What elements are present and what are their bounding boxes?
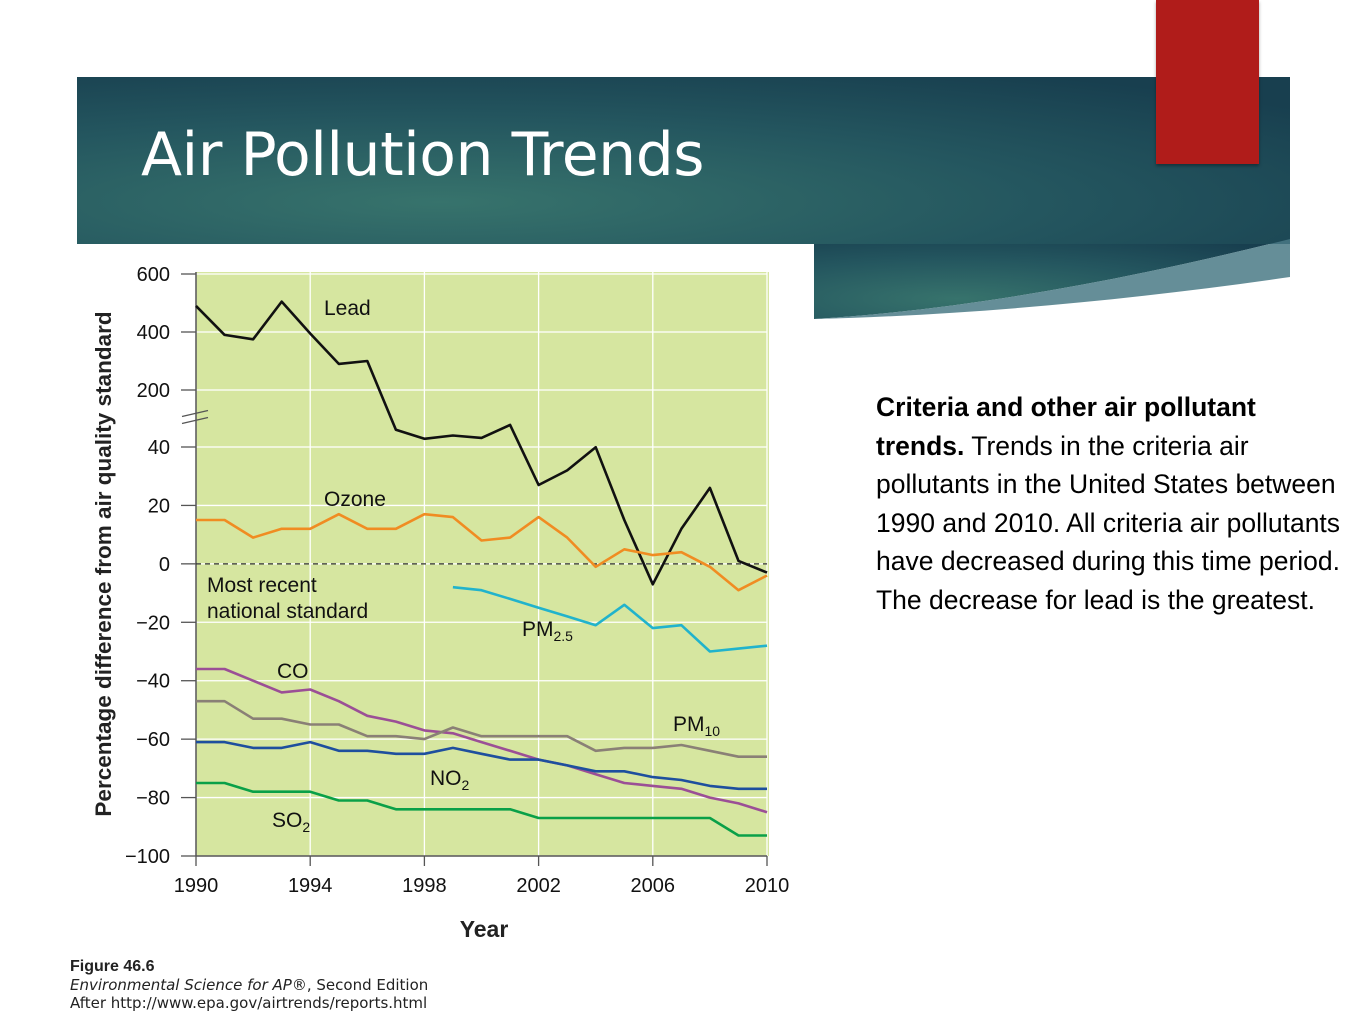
- y-tick-label: 200: [137, 380, 170, 402]
- y-tick-label: −60: [136, 729, 170, 751]
- label-so2-main: SO: [272, 809, 302, 832]
- x-tick-label: 2010: [745, 875, 790, 897]
- slide-title: Air Pollution Trends: [141, 120, 705, 190]
- y-tick-label: −80: [136, 788, 170, 810]
- label-pm25-main: PM: [522, 618, 554, 641]
- reference-label-line2: national standard: [207, 600, 368, 623]
- label-pm25: PM2.5: [522, 618, 573, 644]
- x-tick-label: 1998: [402, 875, 447, 897]
- series-line-so2: [196, 781, 767, 837]
- y-tick-label: −20: [136, 612, 170, 634]
- y-tick-label: 40: [148, 437, 170, 459]
- figure-caption: Criteria and other air pollutant trends.…: [876, 388, 1351, 619]
- source-url: After http://www.epa.gov/airtrends/repor…: [70, 994, 428, 1012]
- x-tick-label: 2002: [516, 875, 561, 897]
- header-background: [77, 77, 1290, 319]
- y-axis-label: Percentage difference from air quality s…: [91, 311, 116, 816]
- series-line-co: [196, 667, 768, 814]
- label-lead: Lead: [324, 297, 371, 320]
- figure-number: Figure 46.6: [70, 958, 155, 975]
- y-tick-label: 20: [148, 495, 170, 517]
- series-lines: [195, 300, 768, 837]
- x-tick-label: 2006: [631, 875, 676, 897]
- label-no2-main: NO: [430, 767, 462, 790]
- y-tick-label: −100: [125, 846, 170, 868]
- reference-label-line1: Most recent: [207, 574, 317, 597]
- series-line-ozone: [196, 512, 768, 592]
- figure-source: Figure 46.6 Environmental Science for AP…: [70, 957, 670, 1012]
- book-title: Environmental Science for AP®: [70, 976, 307, 994]
- series-line-pm10: [196, 699, 767, 759]
- axis-break-mark: [181, 416, 209, 425]
- x-axis-label: Year: [460, 916, 509, 942]
- y-tick-label: 600: [137, 264, 170, 286]
- axis-break-mark: [181, 409, 209, 418]
- book-reference: Environmental Science for AP®, Second Ed…: [70, 976, 670, 994]
- book-edition: , Second Edition: [306, 976, 429, 994]
- axes: [181, 272, 768, 866]
- label-no2-sub: 2: [462, 777, 470, 793]
- series-line-no2: [196, 740, 767, 791]
- label-pm10-main: PM: [673, 713, 705, 736]
- label-no2: NO2: [430, 767, 470, 793]
- label-pm10-sub: 10: [705, 723, 721, 739]
- y-tick-label: −40: [136, 671, 170, 693]
- y-tick-label: 0: [159, 554, 170, 576]
- x-tick-labels: 1990 1994 1998 2002 2006 2010: [174, 875, 790, 897]
- accent-tab: [1156, 0, 1259, 164]
- label-pm25-sub: 2.5: [554, 628, 574, 644]
- label-pm10: PM10: [673, 713, 720, 739]
- label-ozone: Ozone: [324, 488, 386, 511]
- label-so2-sub: 2: [302, 819, 310, 835]
- y-tick-label: 400: [137, 322, 170, 344]
- series-line-lead: [195, 300, 768, 586]
- series-line-pm25: [452, 585, 768, 653]
- x-tick-label: 1990: [174, 875, 219, 897]
- label-co: CO: [277, 660, 309, 683]
- label-so2: SO2: [272, 809, 310, 835]
- x-tick-label: 1994: [288, 875, 333, 897]
- caption-text: Trends in the criteria air pollutants in…: [876, 430, 1341, 615]
- caption-bold: Criteria and other air pollutant trends.: [876, 392, 1256, 461]
- slide-header: [77, 77, 1290, 319]
